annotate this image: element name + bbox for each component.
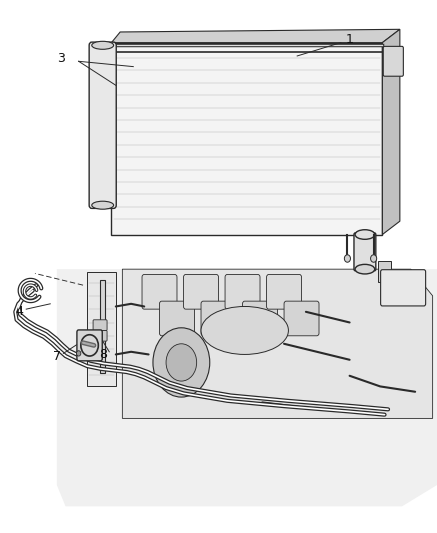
FancyBboxPatch shape [93,320,107,330]
FancyBboxPatch shape [142,274,177,309]
Bar [378,261,391,282]
Ellipse shape [92,201,114,209]
FancyBboxPatch shape [160,301,194,336]
Polygon shape [111,43,382,235]
Circle shape [153,328,210,397]
FancyBboxPatch shape [243,301,277,336]
FancyBboxPatch shape [383,46,403,76]
Text: 1: 1 [346,34,354,46]
Polygon shape [87,272,116,386]
FancyBboxPatch shape [284,301,319,336]
Ellipse shape [92,42,114,50]
Polygon shape [57,269,437,506]
FancyBboxPatch shape [93,330,107,341]
Text: 8: 8 [99,348,107,361]
Circle shape [344,255,350,262]
FancyBboxPatch shape [225,274,260,309]
FancyBboxPatch shape [89,42,116,208]
Text: 4: 4 [16,305,24,318]
FancyBboxPatch shape [201,301,236,336]
Ellipse shape [201,306,288,354]
Text: 7: 7 [53,350,61,362]
Circle shape [371,255,377,262]
Circle shape [76,351,81,356]
Circle shape [166,344,197,381]
FancyBboxPatch shape [267,274,302,309]
Polygon shape [111,29,400,43]
FancyBboxPatch shape [77,330,102,361]
Bar [100,280,105,373]
Text: 3: 3 [57,52,65,65]
Polygon shape [122,269,433,418]
Ellipse shape [355,264,375,274]
Ellipse shape [355,230,375,239]
FancyBboxPatch shape [184,274,218,309]
FancyBboxPatch shape [354,233,376,271]
Polygon shape [382,29,400,235]
FancyBboxPatch shape [381,270,426,306]
